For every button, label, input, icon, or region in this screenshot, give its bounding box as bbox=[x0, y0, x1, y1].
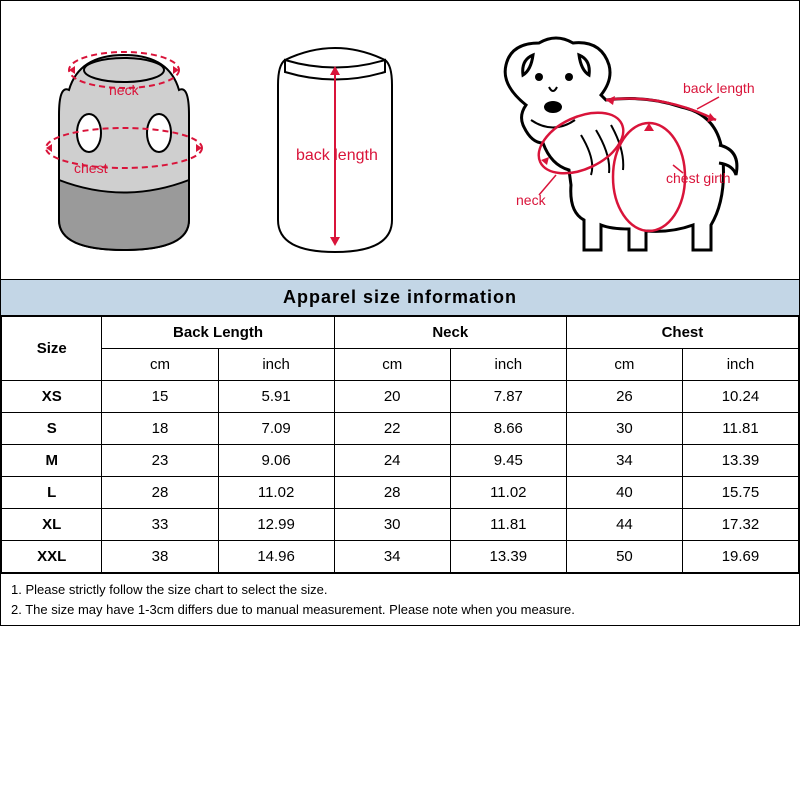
unit-cell: cm bbox=[102, 349, 218, 381]
data-cell: 44 bbox=[566, 509, 682, 541]
unit-cell: inch bbox=[450, 349, 566, 381]
data-cell: 15.75 bbox=[682, 477, 798, 509]
data-cell: 22 bbox=[334, 413, 450, 445]
neck-label-2: neck bbox=[516, 192, 547, 208]
data-cell: 14.96 bbox=[218, 541, 334, 573]
size-cell: S bbox=[2, 413, 102, 445]
data-cell: 7.09 bbox=[218, 413, 334, 445]
data-cell: 5.91 bbox=[218, 381, 334, 413]
table-row: L2811.022811.024015.75 bbox=[2, 477, 799, 509]
data-cell: 13.39 bbox=[682, 445, 798, 477]
size-table: Size Back Length Neck Chest cm inch cm i… bbox=[1, 316, 799, 573]
data-cell: 13.39 bbox=[450, 541, 566, 573]
data-cell: 9.45 bbox=[450, 445, 566, 477]
data-cell: 10.24 bbox=[682, 381, 798, 413]
table-title: Apparel size information bbox=[1, 279, 799, 316]
size-cell: L bbox=[2, 477, 102, 509]
data-cell: 7.87 bbox=[450, 381, 566, 413]
table-row: XS155.91207.872610.24 bbox=[2, 381, 799, 413]
data-cell: 11.81 bbox=[450, 509, 566, 541]
chest-header: Chest bbox=[566, 317, 798, 349]
note-1: 1. Please strictly follow the size chart… bbox=[11, 580, 789, 600]
data-cell: 15 bbox=[102, 381, 218, 413]
data-cell: 50 bbox=[566, 541, 682, 573]
table-row: M239.06249.453413.39 bbox=[2, 445, 799, 477]
table-units-row: cm inch cm inch cm inch bbox=[2, 349, 799, 381]
data-cell: 11.02 bbox=[450, 477, 566, 509]
data-cell: 34 bbox=[566, 445, 682, 477]
diagram-row: neck chest back length bbox=[1, 1, 799, 279]
dog-diagram: back length neck chest girth bbox=[461, 15, 761, 275]
table-row: S187.09228.663011.81 bbox=[2, 413, 799, 445]
data-cell: 34 bbox=[334, 541, 450, 573]
neck-label-1: neck bbox=[109, 82, 140, 98]
data-cell: 12.99 bbox=[218, 509, 334, 541]
garment-front-diagram: neck chest bbox=[39, 30, 209, 260]
data-cell: 40 bbox=[566, 477, 682, 509]
data-cell: 30 bbox=[334, 509, 450, 541]
data-cell: 9.06 bbox=[218, 445, 334, 477]
unit-cell: inch bbox=[218, 349, 334, 381]
data-cell: 24 bbox=[334, 445, 450, 477]
data-cell: 26 bbox=[566, 381, 682, 413]
chest-label-1: chest bbox=[74, 160, 108, 176]
data-cell: 23 bbox=[102, 445, 218, 477]
size-cell: XS bbox=[2, 381, 102, 413]
back-length-header: Back Length bbox=[102, 317, 334, 349]
table-header-row: Size Back Length Neck Chest bbox=[2, 317, 799, 349]
table-row: XXL3814.963413.395019.69 bbox=[2, 541, 799, 573]
table-row: XL3312.993011.814417.32 bbox=[2, 509, 799, 541]
notes: 1. Please strictly follow the size chart… bbox=[1, 573, 799, 625]
data-cell: 11.81 bbox=[682, 413, 798, 445]
data-cell: 20 bbox=[334, 381, 450, 413]
data-cell: 18 bbox=[102, 413, 218, 445]
neck-header: Neck bbox=[334, 317, 566, 349]
size-cell: XXL bbox=[2, 541, 102, 573]
unit-cell: cm bbox=[566, 349, 682, 381]
table-body: XS155.91207.872610.24S187.09228.663011.8… bbox=[2, 381, 799, 573]
data-cell: 28 bbox=[102, 477, 218, 509]
data-cell: 33 bbox=[102, 509, 218, 541]
back-length-label-1: back length bbox=[296, 147, 378, 164]
data-cell: 17.32 bbox=[682, 509, 798, 541]
unit-cell: inch bbox=[682, 349, 798, 381]
size-header: Size bbox=[2, 317, 102, 381]
chest-girth-label: chest girth bbox=[666, 170, 731, 186]
data-cell: 30 bbox=[566, 413, 682, 445]
size-cell: XL bbox=[2, 509, 102, 541]
data-cell: 8.66 bbox=[450, 413, 566, 445]
data-cell: 11.02 bbox=[218, 477, 334, 509]
data-cell: 28 bbox=[334, 477, 450, 509]
data-cell: 38 bbox=[102, 541, 218, 573]
size-cell: M bbox=[2, 445, 102, 477]
data-cell: 19.69 bbox=[682, 541, 798, 573]
note-2: 2. The size may have 1-3cm differs due t… bbox=[11, 600, 789, 620]
unit-cell: cm bbox=[334, 349, 450, 381]
size-chart-container: neck chest back length bbox=[0, 0, 800, 626]
back-length-label-2: back length bbox=[683, 80, 755, 96]
garment-back-diagram: back length bbox=[250, 30, 420, 260]
